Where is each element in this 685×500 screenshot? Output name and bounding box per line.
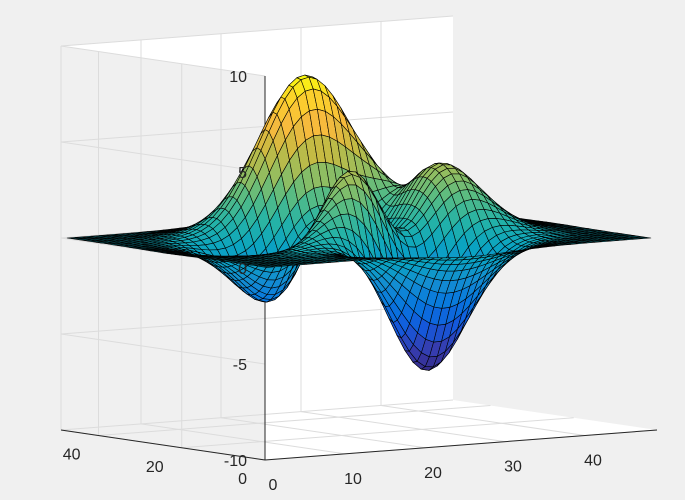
z-tick-label: 10 bbox=[229, 69, 247, 86]
grid-line-x bbox=[300, 411, 506, 443]
z-tick-label: 0 bbox=[238, 261, 247, 278]
x-axis-line bbox=[264, 429, 658, 461]
grid-line-z bbox=[60, 141, 266, 173]
grid-line-z bbox=[60, 45, 266, 77]
grid-line-z bbox=[60, 333, 266, 365]
y-axis-line bbox=[60, 429, 266, 461]
grid-line-x bbox=[140, 423, 346, 455]
surface-patch bbox=[638, 237, 652, 239]
grid-line-x bbox=[220, 417, 426, 449]
x-tick-label: 40 bbox=[584, 453, 602, 470]
x-tick-label: 20 bbox=[424, 465, 442, 482]
grid-line-x bbox=[380, 405, 586, 437]
grid-line-y bbox=[98, 405, 491, 437]
z-tick-label: -10 bbox=[224, 453, 247, 470]
grid-line-z bbox=[60, 111, 454, 143]
x-tick-label: 30 bbox=[504, 459, 522, 476]
y-tick-label: 0 bbox=[238, 471, 247, 488]
y-tick-label: 20 bbox=[146, 459, 164, 476]
x-tick-label: 10 bbox=[344, 471, 362, 488]
grid-line-z bbox=[60, 15, 454, 47]
grid-line-z bbox=[60, 399, 454, 431]
surface-mesh bbox=[66, 74, 652, 371]
tick-labels: -10 -5 0 5 10 0 10 20 30 40 0 20 40 bbox=[63, 69, 602, 494]
x-tick-label: 0 bbox=[269, 477, 278, 494]
z-tick-label: -5 bbox=[233, 357, 247, 374]
y-tick-label: 40 bbox=[63, 447, 81, 464]
z-tick-label: 5 bbox=[238, 165, 247, 182]
grid-line-y bbox=[181, 417, 574, 449]
